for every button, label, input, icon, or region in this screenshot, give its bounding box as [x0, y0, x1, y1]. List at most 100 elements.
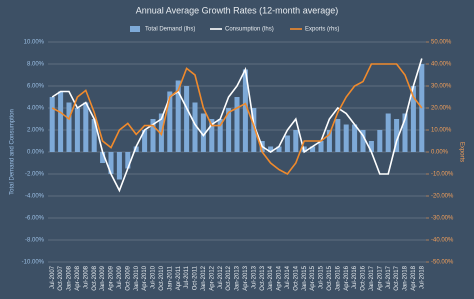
x-tick-label: Jul-2015 [319, 265, 325, 289]
x-tick-label: Jan-2011 [167, 265, 173, 290]
y-tick-label: 2.00% [27, 128, 45, 134]
bar [251, 108, 257, 152]
x-tick-label: Jul-2017 [386, 265, 392, 289]
bar [142, 130, 148, 152]
x-tick-label: Jan-2018 [403, 265, 409, 291]
bar [200, 113, 206, 152]
x-tick-label: Jul-2012 [218, 265, 224, 289]
bar [360, 130, 366, 152]
legend-swatch [130, 26, 140, 32]
y-tick-label: -2.00% [25, 172, 45, 178]
bar [394, 119, 400, 152]
y-tick-label: -4.00% [25, 194, 45, 200]
y2-tick-label: -10.00% [431, 172, 454, 178]
x-tick-label: Oct-2016 [361, 265, 367, 290]
x-tick-label: Jan-2016 [335, 265, 341, 291]
bar [167, 91, 173, 152]
x-tick-label: Oct-2008 [92, 265, 98, 290]
x-tick-label: Jul-2010 [151, 265, 157, 289]
bar [184, 86, 190, 152]
x-tick-label: Oct-2007 [58, 265, 64, 290]
x-tick-label: Jul-2016 [352, 265, 358, 289]
bar [125, 152, 131, 169]
bar [192, 102, 198, 152]
x-tick-label: Jan-2009 [100, 265, 106, 291]
line [51, 63, 423, 176]
bar [234, 97, 240, 152]
x-tick-label: Oct-2012 [226, 265, 232, 290]
x-tick-label: Jul-2009 [117, 265, 123, 289]
bar [326, 130, 332, 152]
bar [385, 113, 391, 152]
bar [150, 119, 156, 152]
bar [66, 102, 72, 152]
bar [74, 108, 80, 152]
x-tick-label: Jan-2017 [369, 265, 375, 291]
bar [100, 152, 106, 163]
x-tick-label: Jan-2010 [134, 265, 140, 291]
bar [209, 119, 215, 152]
x-tick-label: Oct-2017 [394, 265, 400, 290]
bar [49, 97, 55, 152]
bar [83, 102, 89, 152]
bar [368, 141, 374, 152]
bar [108, 152, 114, 174]
bar [133, 146, 139, 152]
y2-tick-label: 40.00% [431, 62, 452, 68]
y-tick-label: 8.00% [27, 62, 45, 68]
x-tick-label: Apr-2010 [142, 265, 148, 290]
legend-label: Total Demand (lhs) [145, 27, 195, 33]
x-tick-label: Oct-2011 [193, 265, 199, 290]
y-tick-label: -6.00% [25, 216, 45, 222]
x-tick-label: Jul-2018 [419, 265, 425, 289]
x-tick-label: Jan-2012 [201, 265, 207, 291]
y2-tick-label: 10.00% [431, 128, 452, 134]
line [51, 58, 423, 193]
x-tick-label: Apr-2015 [310, 265, 316, 290]
x-tick-label: Apr-2016 [344, 265, 350, 290]
x-tick-label: Jul-2014 [285, 265, 291, 289]
bar [343, 124, 349, 152]
y2-axis-label: Exports [458, 142, 464, 162]
x-tick-label: Apr-2014 [277, 265, 283, 290]
x-tick-label: Apr-2013 [243, 265, 249, 290]
x-tick-label: Jan-2014 [268, 265, 274, 291]
y2-tick-label: 20.00% [431, 106, 452, 112]
y2-tick-label: -50.00% [431, 260, 454, 266]
bar [352, 124, 358, 152]
y-tick-label: 10.00% [24, 40, 45, 46]
bar [377, 130, 383, 152]
bar [91, 119, 97, 152]
bar [310, 146, 316, 152]
bar [217, 119, 223, 152]
y-tick-label: -8.00% [25, 238, 45, 244]
bar [293, 130, 299, 152]
y-tick-label: 6.00% [27, 84, 45, 90]
x-tick-label: Jul-2011 [184, 265, 190, 288]
bar [410, 86, 416, 152]
bar [268, 146, 274, 152]
legend-label: Consumption (lhs) [225, 27, 274, 33]
bar [226, 108, 232, 152]
x-tick-label: Oct-2014 [293, 265, 299, 290]
x-tick-label: Apr-2011 [176, 265, 182, 290]
x-tick-label: Jan-2013 [235, 265, 241, 291]
bar [175, 80, 181, 152]
bar [402, 113, 408, 152]
y2-tick-label: -30.00% [431, 216, 454, 222]
x-tick-label: Apr-2017 [377, 265, 383, 290]
x-tick-label: Jan-2008 [67, 265, 73, 291]
y2-tick-label: -40.00% [431, 238, 454, 244]
x-tick-label: Oct-2015 [327, 265, 333, 290]
bar [284, 135, 290, 152]
x-tick-label: Jul-2013 [251, 265, 257, 289]
x-tick-label: Apr-2008 [75, 265, 81, 290]
x-tick-label: Jul-2007 [50, 265, 56, 289]
bar [116, 152, 122, 180]
bar [242, 69, 248, 152]
y-tick-label: 4.00% [27, 106, 45, 112]
y2-tick-label: 50.00% [431, 40, 452, 46]
bar [276, 146, 282, 152]
legend-label: Exports (rhs) [305, 27, 339, 33]
